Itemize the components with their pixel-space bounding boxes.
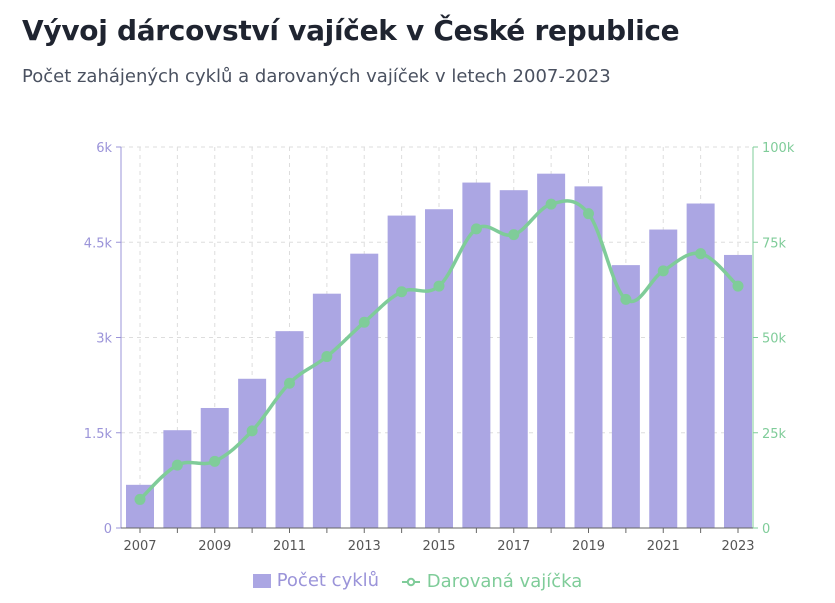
bar xyxy=(275,331,304,528)
line-point xyxy=(657,265,669,277)
x-tick-label: 2019 xyxy=(572,539,605,554)
y-left-tick-label: 1.5k xyxy=(84,427,113,442)
line-point xyxy=(246,425,258,437)
line-point xyxy=(545,198,557,210)
line-point xyxy=(284,377,295,389)
line-point xyxy=(470,223,482,235)
legend-item-bars[interactable]: Počet cyklů xyxy=(252,570,380,591)
bar xyxy=(163,430,192,528)
bar xyxy=(387,215,416,528)
x-tick-label: 2017 xyxy=(497,539,530,554)
bar xyxy=(574,186,603,528)
line-point xyxy=(583,208,594,220)
bar xyxy=(724,254,752,528)
line-point xyxy=(396,286,408,298)
x-tick-label: 2015 xyxy=(422,539,455,554)
line-point xyxy=(358,316,370,328)
bar xyxy=(537,173,566,529)
bar xyxy=(499,190,528,528)
x-tick-label: 2021 xyxy=(647,539,680,554)
line-point xyxy=(433,280,445,292)
bar xyxy=(238,378,267,528)
bar xyxy=(312,293,341,528)
line-point xyxy=(620,293,632,305)
line-point xyxy=(209,455,221,467)
legend-item-line[interactable]: Darovaná vajíčka xyxy=(401,571,582,592)
y-right-tick-label: 50k xyxy=(762,332,787,347)
x-tick-label: 2023 xyxy=(721,539,754,554)
chart-legend: Počet cyklů Darovaná vajíčka xyxy=(0,570,835,593)
line-point xyxy=(134,493,146,505)
legend-label-bars: Počet cyklů xyxy=(276,570,380,591)
line-point xyxy=(732,280,744,292)
line-point xyxy=(171,459,183,471)
line-point xyxy=(695,248,707,260)
legend-swatch-bars xyxy=(252,573,271,588)
y-left-tick-label: 6k xyxy=(96,141,112,156)
series-line-darovana-vajicka xyxy=(138,199,740,501)
x-tick-label: 2013 xyxy=(348,539,381,554)
y-right-tick-label: 75k xyxy=(762,236,787,251)
legend-label-line: Darovaná vajíčka xyxy=(426,571,583,592)
y-right-tick-label: 0 xyxy=(762,522,770,537)
bar xyxy=(200,407,229,528)
legend-swatch-line xyxy=(401,576,421,588)
bar xyxy=(350,253,379,528)
x-tick-label: 2011 xyxy=(273,539,306,554)
line-point xyxy=(508,229,520,241)
bar xyxy=(425,209,453,529)
x-tick-label: 2007 xyxy=(123,539,156,554)
chart-title: Vývoj dárcovství vajíček v České republi… xyxy=(22,14,680,47)
line-point xyxy=(321,351,333,363)
y-left-tick-label: 0 xyxy=(104,522,112,537)
y-left-tick-label: 3k xyxy=(96,332,112,347)
chart-subtitle: Počet zahájených cyklů a darovaných vají… xyxy=(22,66,611,87)
y-left-tick-label: 4.5k xyxy=(84,236,113,251)
y-right-tick-label: 25k xyxy=(762,427,787,442)
y-right-tick-label: 100k xyxy=(762,141,795,156)
x-tick-label: 2009 xyxy=(198,539,231,554)
bar xyxy=(611,265,640,528)
